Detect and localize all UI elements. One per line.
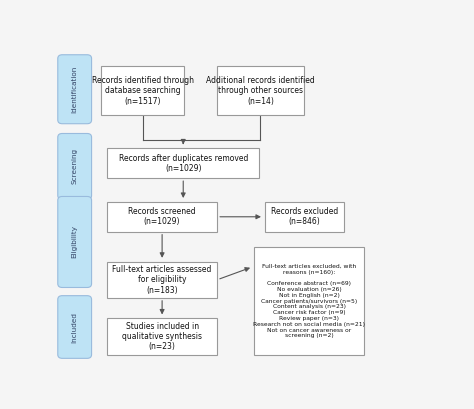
FancyBboxPatch shape <box>107 318 217 355</box>
Text: Records excluded
(n=846): Records excluded (n=846) <box>271 207 338 227</box>
FancyBboxPatch shape <box>58 296 91 358</box>
Text: Eligibility: Eligibility <box>72 225 78 258</box>
FancyBboxPatch shape <box>58 55 91 124</box>
Text: Additional records identified
through other sources
(n=14): Additional records identified through ot… <box>206 76 315 106</box>
Text: Included: Included <box>72 312 78 342</box>
FancyBboxPatch shape <box>254 247 364 355</box>
Text: Studies included in
qualitative synthesis
(n=23): Studies included in qualitative synthesi… <box>122 321 202 351</box>
FancyBboxPatch shape <box>217 66 303 115</box>
Text: Records screened
(n=1029): Records screened (n=1029) <box>128 207 196 227</box>
FancyBboxPatch shape <box>58 133 91 199</box>
Text: Records identified through
database searching
(n=1517): Records identified through database sear… <box>92 76 194 106</box>
Text: Identification: Identification <box>72 65 78 113</box>
FancyBboxPatch shape <box>58 196 91 288</box>
FancyBboxPatch shape <box>101 66 184 115</box>
FancyBboxPatch shape <box>107 148 259 178</box>
Text: Full-text articles excluded, with
reasons (n=160):

Conference abstract (n=69)
N: Full-text articles excluded, with reason… <box>253 264 365 338</box>
FancyBboxPatch shape <box>265 202 344 232</box>
Text: Full-text articles assessed
for eligibility
(n=183): Full-text articles assessed for eligibil… <box>112 265 212 294</box>
Text: Screening: Screening <box>72 148 78 184</box>
FancyBboxPatch shape <box>107 202 217 232</box>
Text: Records after duplicates removed
(n=1029): Records after duplicates removed (n=1029… <box>118 153 248 173</box>
FancyBboxPatch shape <box>107 262 217 298</box>
